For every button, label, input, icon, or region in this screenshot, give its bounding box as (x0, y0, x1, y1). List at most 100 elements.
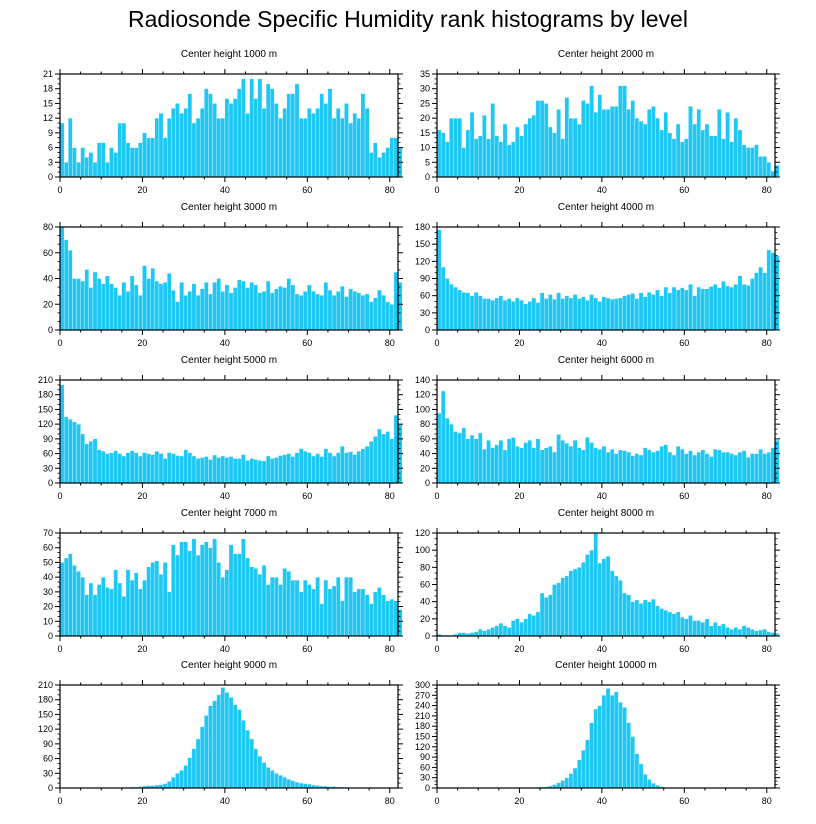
histogram-bar (597, 301, 603, 331)
histogram-bar (502, 449, 508, 484)
histogram-bar (187, 452, 193, 484)
histogram-bar (171, 453, 176, 484)
panel-title: Center height 9000 m (181, 660, 277, 671)
x-tick-label: 20 (514, 338, 524, 348)
histogram-bar (729, 141, 734, 178)
histogram-bar (208, 93, 213, 178)
y-tick-label: 40 (420, 597, 430, 607)
histogram-bar (204, 282, 209, 331)
histogram-bar (311, 588, 316, 637)
histogram-bar (373, 142, 378, 178)
histogram-bar (568, 446, 574, 484)
histogram-bar (389, 599, 395, 637)
x-tick-label: 80 (385, 796, 395, 806)
histogram-bar (364, 293, 370, 331)
panel-title: Center height 6000 m (558, 355, 654, 366)
histogram-bar (482, 298, 487, 331)
histogram-bar (766, 162, 772, 178)
histogram-bar (754, 630, 759, 637)
histogram-bar (486, 628, 491, 637)
histogram-bar (527, 117, 532, 178)
histogram-bar (340, 117, 345, 178)
y-tick-label: 30 (43, 463, 53, 473)
histogram-bar (216, 117, 221, 178)
histogram-bar (162, 458, 168, 484)
histogram-bar (385, 301, 390, 331)
histogram-bar (663, 286, 668, 331)
histogram-bar (684, 618, 689, 637)
histogram-bar (323, 579, 329, 637)
histogram-bar (278, 775, 283, 789)
histogram-bar (88, 287, 94, 331)
histogram-bar (63, 239, 69, 331)
histogram-bar (486, 298, 491, 331)
histogram-bar (381, 594, 386, 637)
histogram-bar (187, 291, 193, 331)
histogram-bar (96, 584, 102, 637)
histogram-bar (327, 452, 333, 484)
histogram-bar (216, 457, 221, 484)
histogram-bar (331, 455, 337, 484)
histogram-bar (158, 574, 164, 637)
histogram-bar (204, 88, 209, 178)
histogram-bar (315, 576, 320, 637)
histogram-bar (568, 773, 574, 789)
histogram-bar (634, 298, 640, 331)
histogram-bar (183, 449, 188, 484)
histogram-bar (482, 115, 487, 178)
histogram-bar (179, 455, 184, 484)
histogram-bar (368, 603, 374, 637)
histogram-bar (560, 577, 565, 637)
y-tick-label: 300 (415, 680, 430, 690)
histogram-bar (368, 152, 374, 178)
histogram-bar (121, 282, 127, 331)
histogram-bar (241, 454, 246, 484)
histogram-bar (750, 453, 755, 484)
histogram-bar (162, 562, 168, 637)
x-tick-label: 60 (302, 338, 312, 348)
histogram-bar (298, 591, 304, 637)
histogram-bar (692, 620, 697, 637)
histogram-bar (436, 129, 442, 178)
histogram-bar (307, 108, 312, 178)
y-tick-label: 18 (43, 84, 53, 94)
histogram-bar (199, 726, 205, 789)
histogram-bar (72, 565, 77, 637)
histogram-bar (109, 452, 114, 484)
x-tick-label: 0 (434, 338, 439, 348)
y-tick-label: 0 (425, 783, 430, 793)
histogram-bar (352, 454, 357, 484)
histogram-bar (183, 108, 188, 178)
histogram-bar (572, 117, 578, 178)
x-tick-label: 0 (434, 491, 439, 501)
histogram-bar (356, 450, 362, 484)
histogram-bar (241, 280, 246, 331)
histogram-bar (770, 170, 776, 178)
histogram-bar (129, 579, 135, 637)
histogram-bar (76, 162, 81, 178)
x-tick-label: 80 (762, 644, 772, 654)
histogram-bar (150, 454, 155, 484)
histogram-bar (154, 280, 160, 331)
histogram-bar (232, 287, 238, 331)
histogram-bar (568, 570, 574, 637)
histogram-bar (506, 438, 512, 484)
histogram-bar (647, 109, 652, 178)
histogram-bar (220, 687, 226, 789)
x-tick-label: 80 (385, 185, 395, 195)
histogram-bar (473, 292, 479, 331)
histogram-bar (179, 282, 184, 331)
histogram-bar (187, 757, 193, 789)
histogram-bar (708, 456, 714, 484)
histogram-bar (482, 630, 487, 637)
histogram-bar (364, 446, 370, 484)
histogram-bar (199, 108, 205, 178)
histogram-bar (486, 138, 491, 178)
histogram-bar (515, 297, 520, 331)
histogram-bar (655, 289, 660, 331)
histogram-bar (593, 297, 598, 331)
histogram-bar (381, 295, 386, 331)
histogram-bar (327, 88, 333, 178)
histogram-bar (457, 289, 462, 331)
histogram-bar (232, 458, 238, 484)
